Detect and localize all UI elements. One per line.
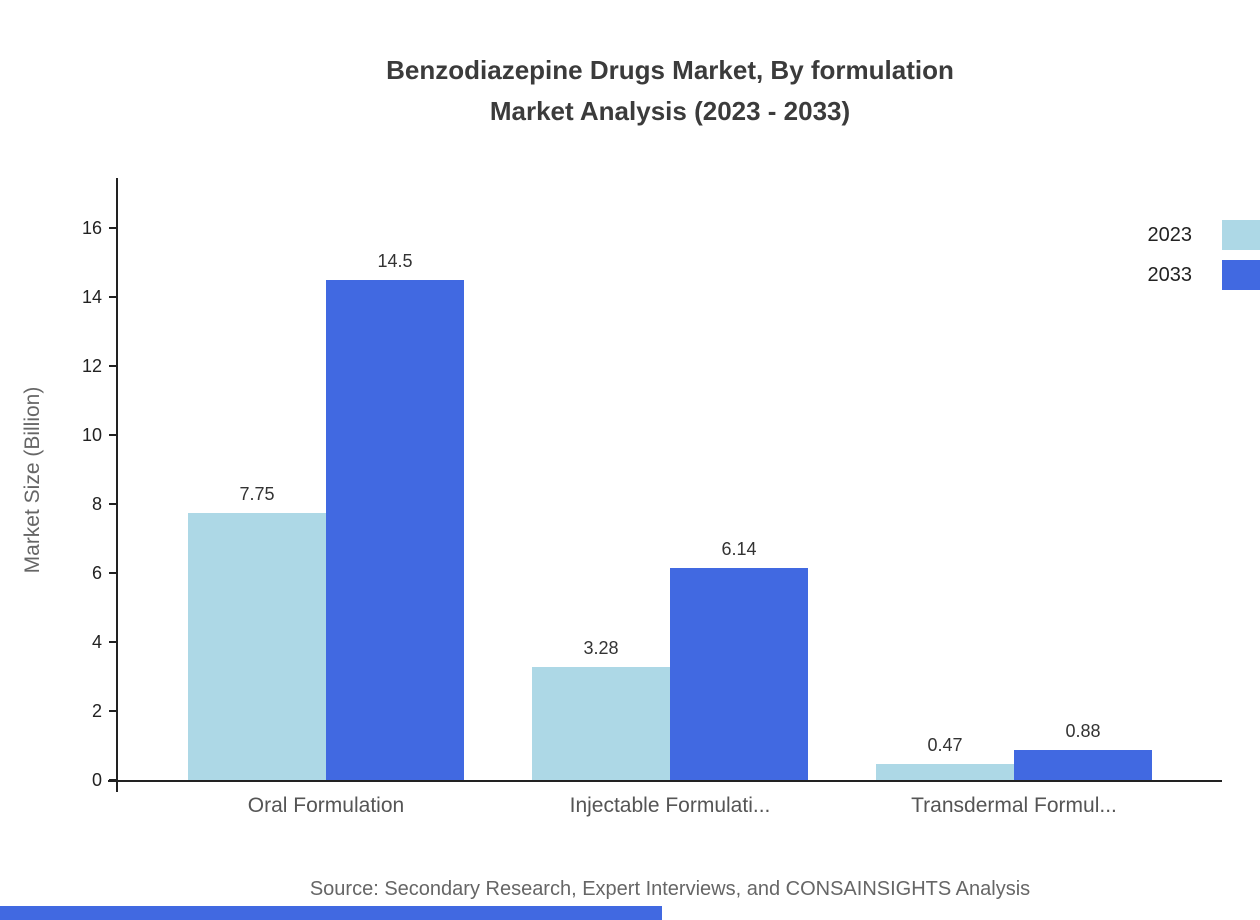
y-tick-mark [109, 572, 118, 574]
y-tick-label: 8 [91, 494, 102, 514]
bar-value-label: 6.14 [721, 539, 757, 560]
y-tick-mark [109, 503, 118, 505]
bar-2033-2 [1014, 749, 1152, 780]
bar-2023-2 [876, 763, 1014, 780]
bottom-accent-bar [0, 906, 662, 920]
legend-label: 2033 [1147, 263, 1193, 286]
y-axis-line [116, 178, 118, 792]
y-tick-mark [109, 710, 118, 712]
y-tick-mark [109, 296, 118, 298]
bar-2023-0 [188, 512, 326, 780]
y-tick-label: 16 [81, 218, 102, 238]
bar-value-label: 0.47 [927, 734, 963, 755]
y-tick-label: 0 [91, 770, 102, 790]
chart-title-line2: Market Analysis (2023 - 2033) [489, 96, 851, 126]
bar-value-label: 0.88 [1065, 720, 1101, 741]
y-tick-label: 10 [81, 425, 102, 445]
x-category-label: Injectable Formulati... [569, 794, 771, 817]
y-tick-label: 14 [81, 287, 102, 307]
legend-swatch [1222, 260, 1260, 290]
legend-swatch [1222, 220, 1260, 250]
bar-2023-1 [532, 666, 670, 780]
y-tick-mark [109, 227, 118, 229]
bar-2033-1 [670, 568, 808, 780]
x-category-label: Oral Formulation [247, 794, 405, 817]
y-tick-label: 4 [91, 632, 102, 652]
legend-item-2023: 2023 [1148, 220, 1260, 250]
legend: 2023 2033 [1148, 220, 1260, 290]
bar-value-label: 3.28 [583, 637, 619, 658]
y-tick-mark [109, 779, 118, 781]
bar-value-label: 7.75 [239, 483, 275, 504]
chart-title-line1: Benzodiazepine Drugs Market, By formulat… [386, 55, 954, 85]
x-axis-line [108, 780, 1222, 782]
y-tick-mark [109, 365, 118, 367]
y-tick-label: 2 [91, 701, 102, 721]
y-tick-mark [109, 641, 118, 643]
bar-2033-0 [326, 279, 464, 780]
legend-label: 2023 [1147, 223, 1193, 246]
bar-value-label: 14.5 [377, 250, 413, 271]
legend-item-2033: 2033 [1148, 260, 1260, 290]
y-tick-mark [109, 434, 118, 436]
x-category-label: Transdermal Formul... [911, 794, 1117, 817]
source-text: Source: Secondary Research, Expert Inter… [309, 878, 1031, 900]
y-tick-label: 12 [81, 356, 102, 376]
chart-title: Benzodiazepine Drugs Market, By formulat… [118, 50, 1222, 132]
y-tick-label: 6 [91, 563, 102, 583]
